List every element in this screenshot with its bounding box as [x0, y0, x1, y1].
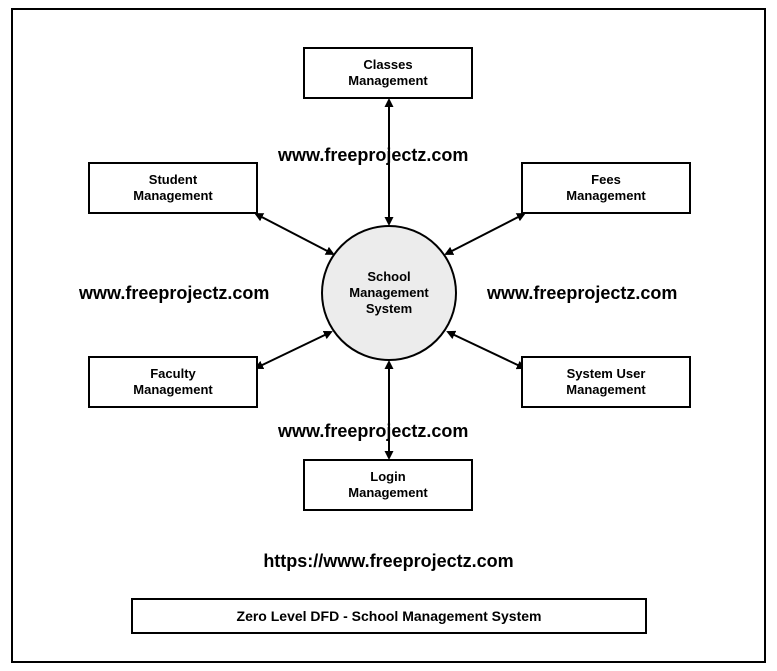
node-fees: FeesManagement	[521, 162, 691, 214]
center-process: SchoolManagementSystem	[321, 225, 457, 361]
watermark-text: www.freeprojectz.com	[278, 421, 468, 442]
node-classes: ClassesManagement	[303, 47, 473, 99]
caption-text: Zero Level DFD - School Management Syste…	[237, 608, 542, 624]
footer-url-text: https://www.freeprojectz.com	[263, 551, 513, 571]
center-process-label: SchoolManagementSystem	[349, 269, 428, 318]
node-label: ClassesManagement	[348, 57, 427, 88]
node-student: StudentManagement	[88, 162, 258, 214]
node-label: FeesManagement	[566, 172, 645, 203]
watermark-text: www.freeprojectz.com	[487, 283, 677, 304]
footer-url: https://www.freeprojectz.com	[0, 551, 777, 572]
caption-box: Zero Level DFD - School Management Syste…	[131, 598, 647, 634]
watermark-text: www.freeprojectz.com	[79, 283, 269, 304]
node-label: StudentManagement	[133, 172, 212, 203]
node-sysuser: System UserManagement	[521, 356, 691, 408]
node-label: LoginManagement	[348, 469, 427, 500]
node-faculty: FacultyManagement	[88, 356, 258, 408]
diagram-frame: SchoolManagementSystem ClassesManagement…	[0, 0, 777, 671]
node-label: FacultyManagement	[133, 366, 212, 397]
watermark-text: www.freeprojectz.com	[278, 145, 468, 166]
node-login: LoginManagement	[303, 459, 473, 511]
node-label: System UserManagement	[566, 366, 645, 397]
